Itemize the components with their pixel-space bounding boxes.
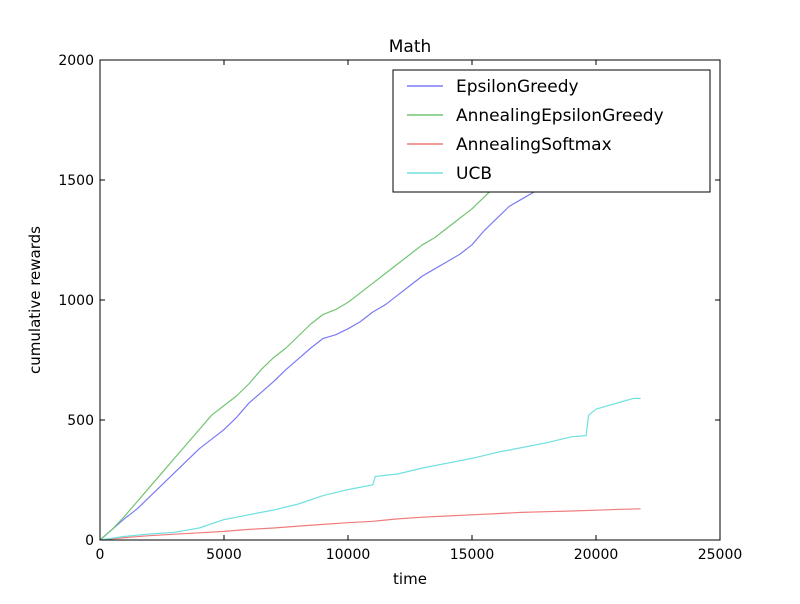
y-tick-label: 0	[85, 533, 94, 549]
x-tick-label: 15000	[450, 547, 495, 563]
legend-label: UCB	[456, 164, 492, 184]
legend: EpsilonGreedy AnnealingEpsilonGreedy Annea…	[392, 69, 711, 193]
legend-box	[392, 69, 711, 193]
series-line-1	[100, 174, 560, 540]
y-tick-label: 1000	[58, 293, 94, 309]
x-tick-label: 5000	[206, 547, 242, 563]
series-line-3	[100, 508, 641, 540]
x-tick-label: 20000	[574, 547, 619, 563]
series-line-4	[100, 397, 641, 540]
y-tick-label: 2000	[58, 53, 94, 69]
series-line-2	[100, 184, 498, 540]
legend-label: AnnealingSoftmax	[456, 135, 612, 155]
x-tick-label: 10000	[326, 547, 371, 563]
y-tick-label: 1500	[58, 173, 94, 189]
series-layer	[100, 174, 641, 540]
legend-label: EpsilonGreedy	[456, 77, 579, 97]
chart-title: Math	[389, 37, 432, 57]
x-tick-label: 0	[96, 547, 105, 563]
axes-layer: 0 5000 10000 15000 20000 25000 0 500 1000 1500 200…	[58, 53, 742, 563]
y-tick-label: 500	[67, 413, 94, 429]
x-axis-label: time	[393, 570, 427, 588]
y-axis-label: cumulative rewards	[26, 226, 44, 374]
legend-label: AnnealingEpsilonGreedy	[456, 106, 664, 126]
x-tick-label: 25000	[698, 547, 743, 563]
